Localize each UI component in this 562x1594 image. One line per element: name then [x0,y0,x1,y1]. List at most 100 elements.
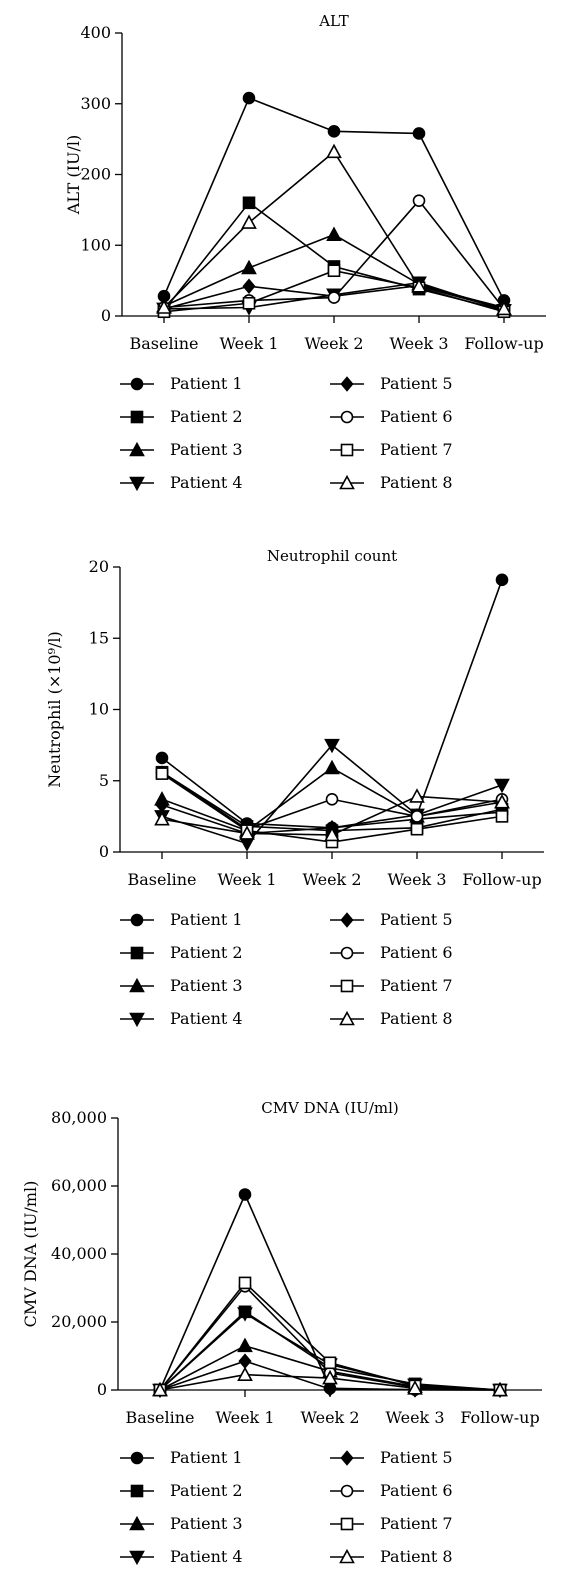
legend-marker [130,946,144,960]
legend-marker [130,1451,144,1465]
legend-marker [340,376,354,392]
legend-label: Patient 4 [170,1547,243,1566]
y-axis-label: Neutrophil (×10⁹/l) [45,631,64,788]
y-tick-label: 200 [80,165,111,184]
data-point [410,810,424,823]
data-point [242,278,256,295]
data-point [238,1276,252,1290]
legend-marker [340,1484,354,1498]
data-point [324,826,340,842]
data-point [154,811,170,826]
y-tick-label: 20 [89,557,109,576]
data-point [237,1307,253,1322]
x-tick-label: Week 3 [389,334,448,353]
data-point [155,767,169,780]
x-tick-label: Week 3 [385,1408,444,1427]
legend-marker [340,443,354,457]
legend-label: Patient 8 [380,473,453,492]
y-tick-label: 40,000 [51,1244,107,1263]
y-tick-label: 15 [89,628,109,647]
y-tick-label: 10 [89,700,109,719]
y-tick-label: 5 [99,771,109,790]
legend-marker [129,476,145,492]
data-point [237,1337,253,1353]
x-tick-label: Baseline [130,334,199,353]
legend-label: Patient 3 [170,1514,243,1533]
legend-label: Patient 4 [170,473,243,492]
data-point [155,751,169,765]
data-point [412,127,426,140]
data-point [238,1353,252,1369]
data-point [410,822,424,836]
data-point [241,259,257,275]
data-point [156,299,172,314]
legend-label: Patient 2 [170,943,243,962]
legend-label: Patient 8 [380,1009,453,1028]
data-point [412,194,426,207]
data-point [327,125,341,138]
x-tick-label: Week 1 [215,1408,274,1427]
legend-label: Patient 6 [380,943,453,962]
data-point [242,91,256,105]
data-point [409,788,425,803]
y-tick-label: 100 [80,235,111,254]
chart-title: CMV DNA (IU/ml) [261,1099,399,1117]
data-point [238,1188,252,1201]
data-point [237,1366,253,1381]
legend-label: Patient 8 [380,1547,453,1566]
chart-title: Neutrophil count [267,547,397,565]
y-tick-label: 300 [80,94,111,113]
data-point [494,778,510,794]
legend-label: Patient 2 [170,407,243,426]
data-point [496,300,512,316]
x-tick-label: Week 1 [217,870,276,889]
x-tick-label: Week 2 [300,1408,359,1427]
legend-label: Patient 2 [170,1481,243,1500]
legend-label: Patient 1 [170,1448,243,1467]
chart-1: ALT 0 100 200 300 400 Baseline Week 1 Week 2 Week… [64,12,546,492]
legend-marker [129,441,145,457]
data-point [152,1381,168,1397]
data-point [322,1369,338,1385]
x-tick-label: Follow-up [462,870,541,889]
data-point [495,810,509,823]
chart-3: CMV DNA (IU/ml) 0 20,000 40,000 60,000 80,000… [21,1099,542,1566]
legend-label: Patient 4 [170,1009,243,1028]
x-tick-label: Follow-up [464,334,543,353]
data-point [326,226,342,241]
legend-marker [340,1517,354,1531]
data-point [411,278,427,293]
legend-label: Patient 1 [170,374,243,393]
y-axis-label: CMV DNA (IU/ml) [21,1181,40,1328]
data-point [324,759,340,775]
y-tick-label: 80,000 [51,1108,107,1127]
chart-title: ALT [318,12,349,30]
series-line-1 [161,579,503,829]
y-tick-label: 20,000 [51,1312,107,1331]
legend-label: Patient 5 [380,374,453,393]
x-tick-label: Week 2 [302,870,361,889]
data-point [407,1380,423,1395]
data-point [326,143,342,159]
y-axis-label: ALT (IU/l) [64,135,83,215]
legend-marker [340,1450,354,1466]
legend-marker [340,979,354,993]
legend-marker [340,946,354,960]
data-point [241,214,257,229]
legend-marker [129,1515,145,1531]
legend-marker [129,977,145,993]
chart-2: Neutrophil count 0 5 10 15 20 Baseline Week 1 We… [45,547,544,1028]
legend-label: Patient 6 [380,1481,453,1500]
data-point [239,825,255,840]
legend-label: Patient 6 [380,407,453,426]
legend-marker [130,1484,144,1498]
y-tick-label: 400 [80,23,111,42]
legend-marker [339,1548,355,1564]
legend-marker [339,474,355,490]
data-point [492,1381,508,1397]
legend-label: Patient 7 [380,440,453,459]
data-point [323,1356,337,1370]
x-tick-label: Baseline [126,1408,195,1427]
legend-marker [130,410,144,424]
